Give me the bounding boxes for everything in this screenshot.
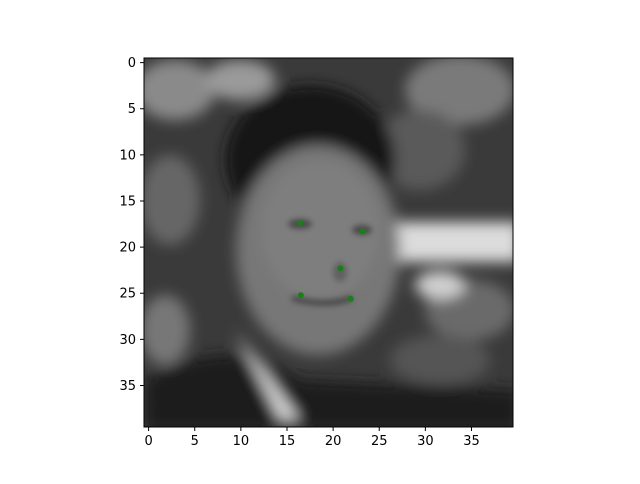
y-tick-label: 10 [119, 148, 136, 163]
plot-frame [143, 57, 514, 428]
y-tick-label: 0 [128, 56, 136, 71]
x-tick-label: 10 [233, 434, 250, 449]
landmark-points [296, 220, 366, 302]
face-image [144, 58, 513, 427]
x-tick-label: 5 [191, 434, 199, 449]
x-tick-label: 35 [463, 434, 480, 449]
x-tick-label: 15 [279, 434, 296, 449]
y-tick-label: 15 [119, 194, 136, 209]
y-tick-label: 5 [128, 102, 136, 117]
x-tick-label: 20 [325, 434, 342, 449]
y-tick-label: 30 [119, 333, 136, 348]
landmark-point-3 [337, 265, 344, 272]
landmark-point-4 [297, 292, 304, 299]
x-tick-label: 0 [144, 434, 152, 449]
landmark-point-5 [347, 295, 354, 302]
y-axis: 0 5 10 15 20 25 30 35 [119, 56, 144, 394]
y-tick-label: 20 [119, 241, 136, 256]
landmark-point-2 [359, 228, 366, 235]
y-tick-label: 35 [119, 379, 136, 394]
x-tick-label: 25 [371, 434, 388, 449]
y-tick-label: 25 [119, 287, 136, 302]
landmark-point-1 [296, 220, 303, 227]
x-tick-label: 30 [417, 434, 434, 449]
x-axis: 0 5 10 15 20 25 30 35 [144, 427, 480, 449]
